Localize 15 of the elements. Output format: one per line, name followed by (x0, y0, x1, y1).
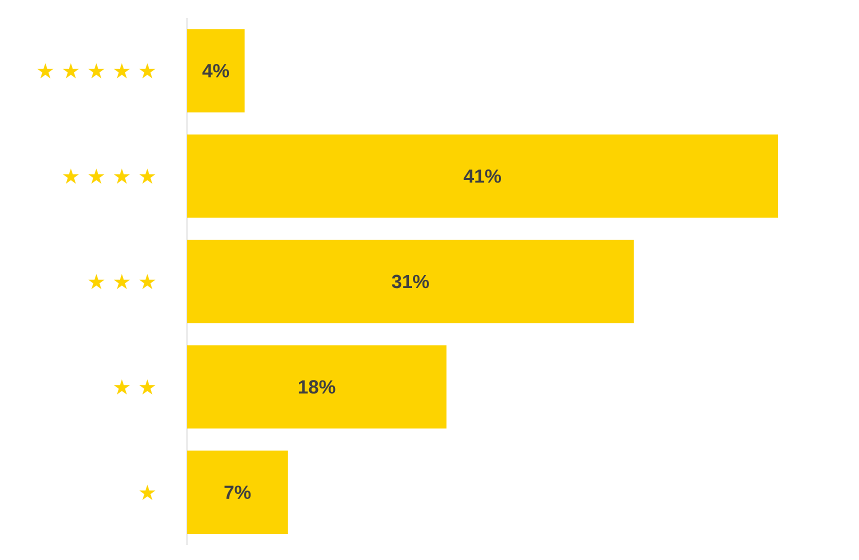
data-label: 18% (298, 380, 336, 394)
y-tick-label: ★ ★ ★ ★ ★ (37, 63, 156, 78)
bar (187, 134, 778, 218)
bar (187, 29, 245, 112)
data-label: 4% (202, 64, 230, 78)
y-tick-label: ★ (139, 484, 156, 500)
bar (187, 450, 288, 534)
bar (187, 240, 634, 324)
y-tick-label: ★ ★ (114, 379, 156, 395)
data-label: 7% (224, 486, 251, 499)
data-label: 31% (392, 274, 429, 288)
y-tick-label: ★ ★ ★ ★ (62, 168, 156, 184)
bar (187, 345, 446, 429)
data-label: 41% (464, 169, 502, 183)
y-tick-label: ★ ★ ★ (88, 274, 156, 290)
